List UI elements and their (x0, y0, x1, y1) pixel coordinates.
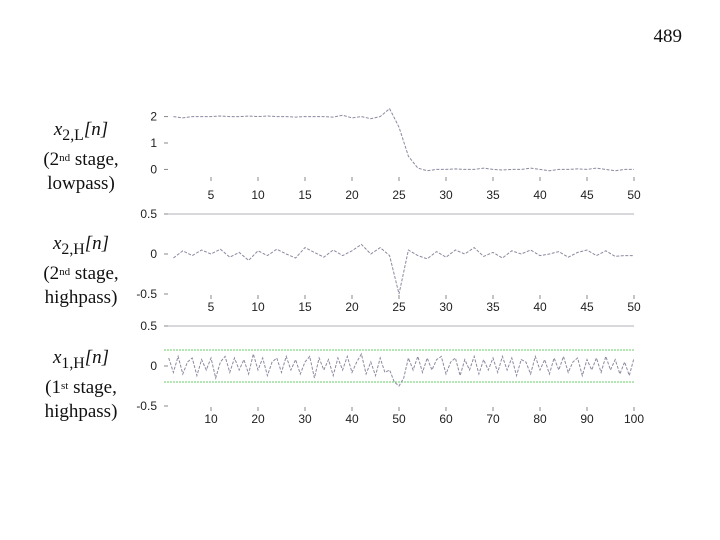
signal-label-x2H: x2,H[n] (2nd stage, highpass) (16, 232, 146, 310)
signal-argument: [n] (84, 233, 110, 254)
x-tick-label: 45 (580, 300, 594, 314)
x-tick-label: 40 (345, 412, 359, 426)
x-tick-label: 50 (627, 188, 641, 202)
signal-label-x2L: x2,L[n] (2nd stage, lowpass) (16, 118, 146, 196)
signal-line (168, 352, 635, 387)
x-tick-label: 90 (580, 412, 594, 426)
stage-prefix: (2 (43, 148, 60, 170)
x-tick-label: 60 (439, 412, 453, 426)
x-tick-label: 50 (392, 412, 406, 426)
x-tick-label: 40 (533, 300, 547, 314)
filter-type: highpass) (44, 286, 118, 308)
x-tick-label: 15 (298, 188, 312, 202)
y-tick-label: 0 (150, 247, 157, 261)
x-tick-label: 5 (208, 188, 215, 202)
y-tick-label: -0.5 (136, 399, 157, 413)
x-tick-label: 30 (298, 412, 312, 426)
stage-prefix: (1 (45, 376, 61, 398)
x-tick-label: 80 (533, 412, 547, 426)
signal-name: x (53, 119, 63, 140)
signal-label-x1H: x1,H[n] (1st stage, highpass) (16, 346, 146, 424)
y-tick-label: 0.5 (140, 319, 157, 333)
y-tick-label: 0 (150, 359, 157, 373)
y-tick-label: 0 (150, 162, 157, 176)
x-tick-label: 10 (251, 188, 265, 202)
page-number: 489 (653, 26, 683, 47)
stage-suffix: stage, (68, 376, 117, 398)
x-tick-label: 20 (345, 300, 359, 314)
stage-suffix: stage, (70, 148, 119, 170)
signal-line (173, 243, 634, 295)
filter-type: highpass) (44, 400, 118, 422)
x-tick-label: 45 (580, 188, 594, 202)
signal-line (173, 107, 634, 172)
x-tick-label: 30 (439, 188, 453, 202)
signal-name: x (52, 347, 62, 368)
x-tick-label: 25 (392, 300, 406, 314)
x-tick-label: 20 (251, 412, 265, 426)
stage-ordinal: nd (59, 151, 71, 164)
x-tick-label: 70 (486, 412, 500, 426)
x-tick-label: 50 (627, 300, 641, 314)
stage-suffix: stage, (70, 262, 119, 284)
y-tick-label: 2 (150, 110, 157, 124)
x-tick-label: 35 (486, 188, 500, 202)
x-tick-label: 100 (624, 412, 644, 426)
y-tick-label: 0.5 (140, 207, 157, 221)
stage-ordinal: nd (59, 265, 71, 278)
x-tick-label: 40 (533, 188, 547, 202)
signal-subscript: 2,L (62, 126, 84, 144)
filter-type: lowpass) (47, 172, 115, 194)
y-tick-label: 1 (150, 136, 157, 150)
x-tick-label: 35 (486, 300, 500, 314)
x-tick-label: 20 (345, 188, 359, 202)
x-tick-label: 30 (439, 300, 453, 314)
signal-subscript: 2,H (61, 240, 85, 258)
stage-prefix: (2 (43, 262, 60, 284)
x-tick-label: 25 (392, 188, 406, 202)
signal-subscript: 1,H (61, 354, 85, 372)
signal-argument: [n] (83, 119, 109, 140)
signal-argument: [n] (84, 347, 110, 368)
x-tick-label: 10 (251, 300, 265, 314)
x-tick-label: 10 (204, 412, 218, 426)
y-tick-label: -0.5 (136, 287, 157, 301)
signal-name: x (52, 233, 62, 254)
x-tick-label: 5 (208, 300, 215, 314)
x-tick-label: 15 (298, 300, 312, 314)
stage-ordinal: st (60, 379, 69, 392)
